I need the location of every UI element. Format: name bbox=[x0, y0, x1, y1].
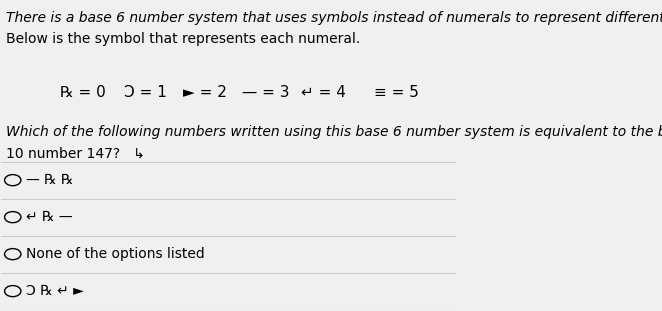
Text: Below is the symbol that represents each numeral.: Below is the symbol that represents each… bbox=[6, 32, 360, 46]
Text: Ɔ ℞ ↵ ►: Ɔ ℞ ↵ ► bbox=[26, 284, 84, 298]
Text: ≡ = 5: ≡ = 5 bbox=[374, 85, 419, 100]
Text: There is a base 6 number system that uses symbols instead of numerals to represe: There is a base 6 number system that use… bbox=[6, 11, 662, 25]
Text: — = 3: — = 3 bbox=[242, 85, 290, 100]
Text: ↵ ℞ —: ↵ ℞ — bbox=[26, 210, 73, 224]
Text: ↵ = 4: ↵ = 4 bbox=[301, 85, 346, 100]
Text: None of the options listed: None of the options listed bbox=[26, 247, 205, 261]
Text: — ℞ ℞: — ℞ ℞ bbox=[26, 173, 74, 187]
Text: ► = 2: ► = 2 bbox=[183, 85, 227, 100]
Text: ℞ = 0: ℞ = 0 bbox=[60, 85, 106, 100]
Text: Ɔ = 1: Ɔ = 1 bbox=[124, 85, 167, 100]
Text: 10 number 147?   ↳: 10 number 147? ↳ bbox=[6, 146, 145, 160]
Text: Which of the following numbers written using this base 6 number system is equiva: Which of the following numbers written u… bbox=[6, 125, 662, 139]
